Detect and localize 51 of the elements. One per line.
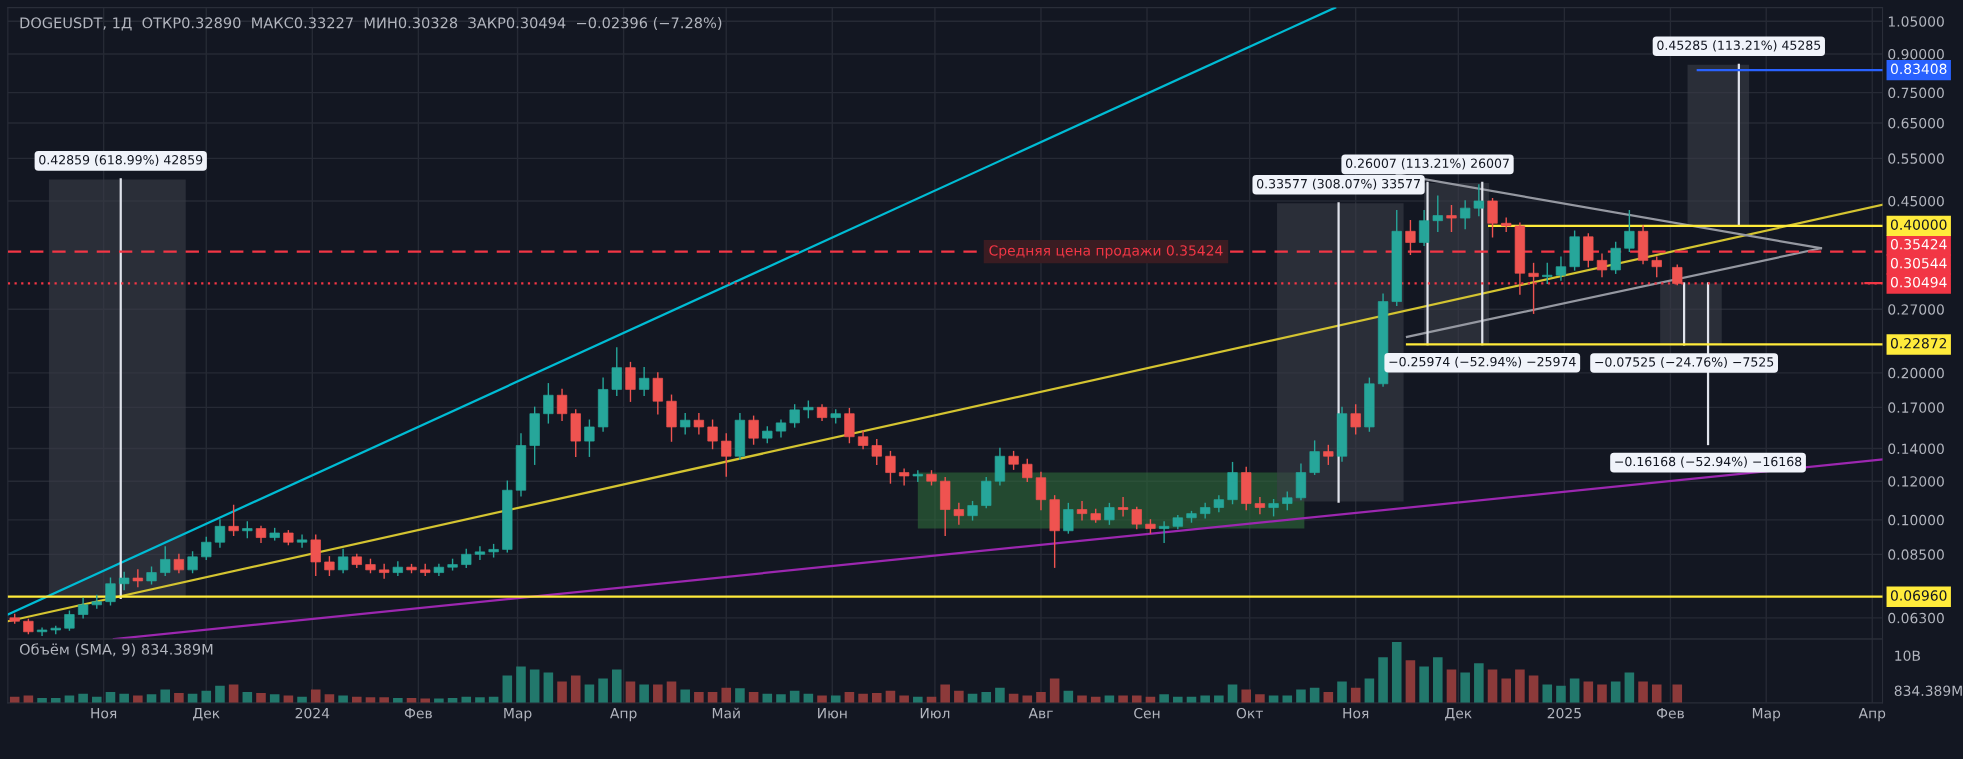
y-tick-label: 0.17000: [1888, 402, 1944, 413]
y-tick-label: 0.75000: [1888, 87, 1944, 99]
x-tick-label: Сен: [1134, 707, 1160, 719]
y-tick-label: 0.06300: [1888, 612, 1944, 624]
y-tick-label: 0.12000: [1888, 476, 1944, 487]
y-tick-label: 0.20000: [1888, 367, 1944, 379]
data-label: 0.35424: [1890, 238, 1947, 250]
annotation: 0.45285 (113.21%) 45285: [1657, 40, 1821, 52]
data-label: 0.30544: [1890, 257, 1947, 269]
annotation: 0.26007 (113.21%) 26007: [1345, 158, 1509, 170]
x-tick-label: 2024: [295, 707, 330, 719]
x-tick-label: Июн: [818, 708, 847, 719]
text: 834.389M: [1894, 685, 1962, 697]
x-tick-label: 2025: [1547, 707, 1581, 719]
y-tick-label: 1.05000: [1888, 16, 1944, 27]
text: DOGEUSDT, 1Д ОТКР0.32890 МАКС0.33227 МИН0.30328 ЗАКР0.30494 −0.02396 (−7.28%): [20, 17, 722, 31]
x-tick-label: Апр: [610, 708, 637, 722]
x-tick-label: Мар: [1752, 708, 1781, 722]
x-tick-label: Фев: [1656, 708, 1684, 719]
x-tick-label: Дек: [193, 708, 220, 721]
x-tick-label: Апр: [1858, 708, 1886, 722]
y-tick-label: 0.90000: [1888, 48, 1944, 60]
y-tick-label: 0.08500: [1888, 549, 1944, 560]
y-tick-label: 0.55000: [1888, 153, 1944, 164]
x-tick-label: Ноя: [1343, 708, 1369, 719]
x-tick-label: Авг: [1028, 708, 1053, 719]
data-label: 0.22872: [1890, 337, 1947, 349]
chart-title: Объём (SMA, 9) 834.389M: [19, 643, 213, 657]
text: 10B: [1895, 650, 1920, 661]
y-tick-label: 0.45000: [1888, 195, 1944, 207]
y-tick-label: 0.14000: [1888, 443, 1944, 455]
annotation: −0.07525 (−24.76%) −7525: [1595, 356, 1774, 369]
x-tick-label: Фев: [404, 708, 432, 719]
y-tick-label: 0.10000: [1888, 514, 1944, 526]
data-label: 0.30494: [1890, 276, 1947, 288]
annotation: 0.33577 (308.07%) 33577: [1257, 178, 1420, 190]
data-label: 0.83408: [1890, 63, 1947, 75]
x-tick-label: Ноя: [91, 708, 117, 719]
x-tick-label: Июл: [920, 708, 950, 719]
data-label: 0.06960: [1890, 590, 1947, 601]
data-label: Средняя цена продажи 0.35424: [989, 245, 1223, 259]
data-label: 0.40000: [1890, 219, 1947, 230]
x-tick-label: Мар: [504, 708, 532, 722]
annotation: −0.16168 (−52.94%) −16168: [1615, 456, 1802, 468]
x-tick-label: Окт: [1236, 707, 1263, 719]
y-tick-label: 0.27000: [1888, 304, 1944, 315]
x-tick-label: Дек: [1445, 708, 1472, 721]
y-tick-label: 0.65000: [1888, 117, 1944, 129]
annotation: −0.25974 (−52.94%) −25974: [1389, 356, 1576, 368]
x-tick-label: Май: [712, 707, 740, 719]
annotation: 0.42859 (618.99%) 42859: [39, 154, 203, 166]
